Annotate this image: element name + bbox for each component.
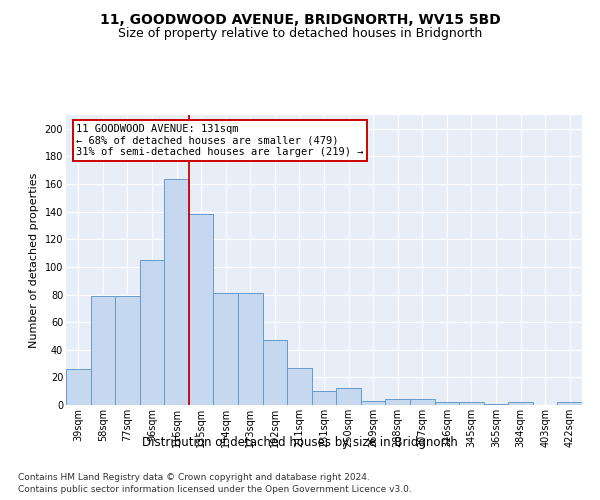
Bar [557, 402, 582, 405]
Bar [385, 400, 410, 405]
Bar [410, 400, 434, 405]
Bar [115, 296, 140, 405]
Bar [361, 401, 385, 405]
Bar [66, 369, 91, 405]
Text: 11 GOODWOOD AVENUE: 131sqm
← 68% of detached houses are smaller (479)
31% of sem: 11 GOODWOOD AVENUE: 131sqm ← 68% of deta… [76, 124, 364, 157]
Bar [214, 293, 238, 405]
Bar [263, 340, 287, 405]
Bar [140, 260, 164, 405]
Text: Contains public sector information licensed under the Open Government Licence v3: Contains public sector information licen… [18, 485, 412, 494]
Text: Distribution of detached houses by size in Bridgnorth: Distribution of detached houses by size … [142, 436, 458, 449]
Bar [91, 296, 115, 405]
Text: Contains HM Land Registry data © Crown copyright and database right 2024.: Contains HM Land Registry data © Crown c… [18, 472, 370, 482]
Text: 11, GOODWOOD AVENUE, BRIDGNORTH, WV15 5BD: 11, GOODWOOD AVENUE, BRIDGNORTH, WV15 5B… [100, 12, 500, 26]
Bar [508, 402, 533, 405]
Bar [484, 404, 508, 405]
Y-axis label: Number of detached properties: Number of detached properties [29, 172, 39, 348]
Bar [434, 402, 459, 405]
Bar [287, 368, 312, 405]
Bar [336, 388, 361, 405]
Bar [312, 391, 336, 405]
Bar [189, 214, 214, 405]
Bar [164, 178, 189, 405]
Text: Size of property relative to detached houses in Bridgnorth: Size of property relative to detached ho… [118, 28, 482, 40]
Bar [459, 402, 484, 405]
Bar [238, 293, 263, 405]
